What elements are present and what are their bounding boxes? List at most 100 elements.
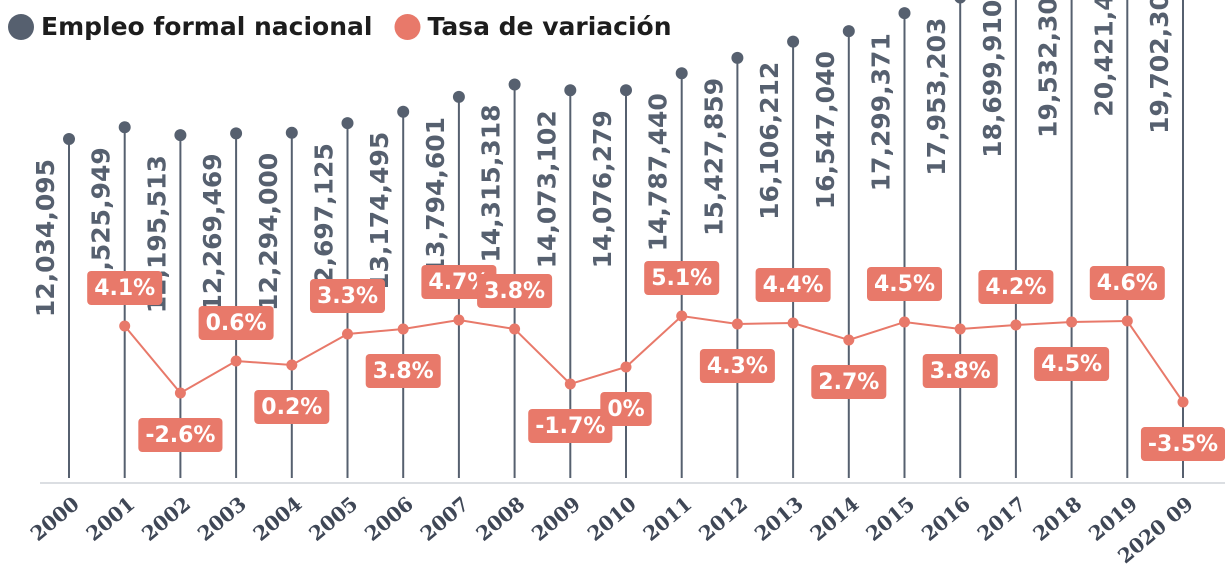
- value-label: 16,547,040: [811, 51, 840, 209]
- rate-value-label: 4.5%: [874, 272, 935, 297]
- dot: [564, 84, 577, 97]
- legend-label: Tasa de variación: [427, 12, 671, 41]
- rate-dot: [453, 314, 465, 326]
- rate-label: 4.5%: [1034, 347, 1110, 381]
- dot: [898, 7, 911, 20]
- value-label: 12,034,095: [31, 159, 60, 317]
- rate-value-label: 0.2%: [261, 395, 322, 420]
- x-tick-label: 2004: [248, 492, 306, 546]
- value-label: 16,106,212: [755, 62, 784, 220]
- legend-marker: [8, 14, 34, 40]
- x-tick-label: 2002: [137, 492, 195, 546]
- label-box: [699, 349, 775, 383]
- dot: [63, 133, 75, 146]
- rate-dot: [119, 320, 131, 332]
- value-label: 13,794,601: [421, 117, 450, 275]
- value-label: 19,532,300: [1034, 0, 1063, 138]
- rate-dot: [1066, 316, 1078, 328]
- rate-dot: [1010, 319, 1022, 331]
- x-tick-label: 2015: [861, 492, 919, 546]
- rate-dot: [620, 361, 632, 373]
- x-tick-label: 2010: [583, 492, 641, 546]
- value-label: 17,299,371: [867, 33, 896, 191]
- dot: [620, 84, 632, 97]
- label-box: [138, 418, 223, 452]
- label-box: [309, 279, 386, 313]
- rate-value-label: 4.5%: [1041, 352, 1102, 377]
- rate-label: 4.6%: [1089, 266, 1165, 300]
- dot: [230, 127, 243, 140]
- rate-value-label: 0.6%: [206, 311, 267, 336]
- rate-value-label: 4.2%: [985, 275, 1046, 300]
- dot: [787, 35, 800, 48]
- rate-dot: [899, 316, 910, 328]
- value-label: 13,174,495: [365, 132, 394, 290]
- rate-label: 2.7%: [811, 365, 887, 399]
- dot: [452, 90, 465, 103]
- x-tick-label: 2006: [360, 492, 418, 546]
- x-tick-label: 2007: [416, 492, 474, 546]
- x-tick-label: 2009: [527, 492, 585, 546]
- rate-dot: [342, 328, 353, 340]
- label-box: [87, 271, 163, 305]
- rate-dot: [564, 378, 576, 390]
- label-box: [365, 354, 441, 388]
- rate-label: 3.8%: [365, 354, 441, 388]
- x-tick-label: 2000: [26, 492, 84, 546]
- dot: [285, 126, 298, 139]
- value-label: 14,073,102: [532, 110, 561, 268]
- dot: [508, 78, 521, 91]
- rate-label: 0.6%: [198, 306, 274, 340]
- label-box: [755, 268, 831, 302]
- label-box: [644, 261, 720, 295]
- label-box: [198, 306, 274, 340]
- dot: [397, 105, 410, 118]
- rate-dot: [174, 387, 186, 399]
- x-tick-label: 2011: [638, 492, 696, 546]
- rate-dot: [787, 317, 799, 329]
- label-box: [811, 365, 887, 399]
- rate-label: -2.6%: [138, 418, 223, 452]
- value-label: 12,269,469: [198, 153, 227, 311]
- rate-label: 4.4%: [755, 268, 831, 302]
- x-tick-label: 2014: [805, 492, 863, 546]
- dot: [731, 51, 744, 64]
- x-tick-label: 2001: [81, 492, 139, 546]
- legend-label: Empleo formal nacional: [41, 12, 372, 41]
- rate-dot: [731, 318, 743, 330]
- rate-value-label: 4.6%: [1097, 271, 1158, 296]
- value-label: 14,787,440: [644, 93, 673, 251]
- rate-value-label: 3.3%: [317, 284, 378, 309]
- rate-label: 4.3%: [699, 349, 775, 383]
- value-label: 14,076,279: [588, 110, 617, 268]
- rate-dot: [1121, 315, 1133, 327]
- rate-value-label: -3.5%: [1148, 432, 1218, 457]
- rate-value-label: 4.4%: [763, 273, 824, 298]
- x-tick-label: 2003: [193, 492, 251, 546]
- label-box: [254, 390, 330, 424]
- value-label: 14,315,318: [477, 104, 506, 262]
- label-box: [600, 392, 652, 426]
- value-label: 20,421,400: [1089, 0, 1118, 117]
- rate-label: -3.5%: [1140, 427, 1225, 461]
- value-label: 17,953,203: [922, 18, 951, 176]
- value-label: 15,427,859: [699, 78, 728, 236]
- label-box: [1140, 427, 1225, 461]
- label-box: [866, 267, 943, 301]
- rate-line: [123, 314, 1184, 403]
- rate-label: 0%: [600, 392, 652, 426]
- rate-value-label: 3.8%: [484, 279, 545, 304]
- rate-label: 4.2%: [978, 270, 1054, 304]
- rate-value-label: 3.8%: [930, 359, 991, 384]
- rate-label: 4.5%: [866, 267, 943, 301]
- label-box: [978, 270, 1054, 304]
- dot: [954, 0, 966, 4]
- x-tick-label: 2005: [304, 492, 362, 546]
- x-tick-label: 2012: [694, 492, 752, 546]
- label-box: [477, 274, 553, 308]
- rate-dot: [286, 359, 298, 371]
- rate-label: 3.3%: [309, 279, 386, 313]
- x-tick-label: 2018: [1028, 492, 1086, 546]
- rate-dot: [1177, 396, 1189, 408]
